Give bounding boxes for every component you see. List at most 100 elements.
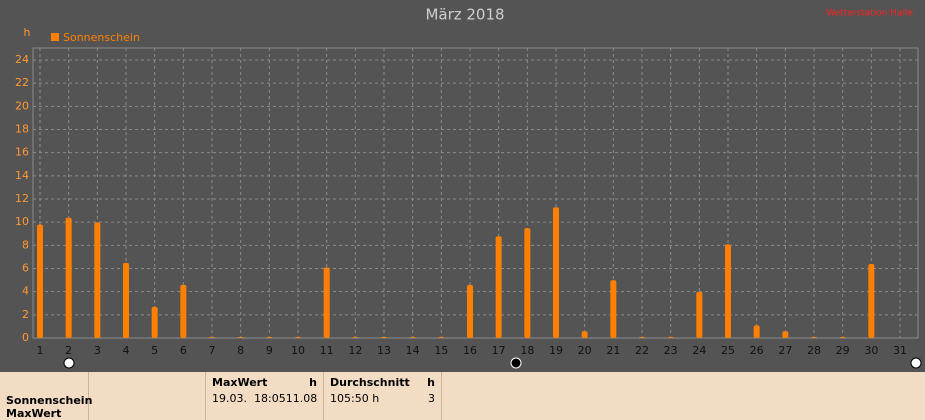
y-tick-label: 12 [15, 192, 29, 205]
x-tick-label: 17 [492, 344, 506, 357]
info-panel: Sonnenschein MaxWert MaxWert h 19.03. 18:… [0, 372, 925, 420]
x-tick-label: 3 [94, 344, 101, 357]
moon-icon [63, 357, 75, 369]
bar [266, 337, 273, 338]
bar [524, 228, 531, 338]
x-tick-label: 26 [750, 344, 764, 357]
bar [495, 236, 502, 338]
x-tick-label: 20 [578, 344, 592, 357]
max-date: 19.03. [212, 392, 247, 405]
x-tick-label: 14 [406, 344, 420, 357]
x-tick-label: 4 [123, 344, 130, 357]
bar [839, 337, 846, 338]
y-tick-label: 0 [22, 331, 29, 344]
station-name: Wetterstation Halle [826, 9, 913, 19]
bar [581, 331, 588, 338]
y-tick-label: 14 [15, 169, 29, 182]
x-tick-label: 23 [664, 344, 678, 357]
x-tick-label: 9 [266, 344, 273, 357]
bar [667, 337, 674, 338]
y-tick-label: 20 [15, 99, 29, 112]
moon-icon [910, 357, 922, 369]
empty-cell [89, 372, 206, 420]
bar [123, 262, 129, 338]
legend-swatch [51, 33, 59, 41]
x-tick-label: 21 [606, 344, 620, 357]
bar [381, 337, 387, 338]
x-tick-label: 16 [463, 344, 477, 357]
bar [610, 280, 617, 338]
max-title: MaxWert [212, 376, 268, 389]
bar [295, 337, 301, 338]
bar [209, 337, 215, 338]
x-tick-label: 19 [549, 344, 563, 357]
bar [438, 337, 445, 338]
bar [467, 284, 473, 338]
bar [753, 325, 760, 338]
bar [553, 207, 559, 338]
x-tick-label: 31 [893, 344, 907, 357]
y-tick-label: 10 [15, 215, 29, 228]
x-tick-label: 22 [635, 344, 649, 357]
x-tick-label: 25 [721, 344, 735, 357]
bar [639, 337, 645, 338]
moon-icon [510, 357, 522, 369]
row-labels: Sonnenschein MaxWert [0, 372, 93, 420]
x-tick-label: 1 [37, 344, 44, 357]
x-tick-label: 18 [520, 344, 534, 357]
x-tick-label: 7 [209, 344, 216, 357]
x-tick-label: 6 [180, 344, 187, 357]
bar [37, 224, 43, 338]
bar [151, 306, 158, 338]
bar [94, 222, 101, 338]
x-tick-label: 11 [320, 344, 334, 357]
bar [65, 217, 72, 338]
row-label: Sonnenschein [6, 394, 93, 407]
bar [409, 337, 416, 338]
bar [180, 284, 187, 338]
x-tick-label: 8 [237, 344, 244, 357]
y-tick-label: 4 [22, 285, 29, 298]
max-value: 11.08 [285, 392, 318, 405]
x-tick-label: 28 [807, 344, 821, 357]
y-tick-label: 16 [15, 146, 29, 159]
bar [811, 337, 817, 338]
x-tick-label: 10 [291, 344, 305, 357]
max-unit: h [309, 376, 317, 389]
max-time: 18:05 [254, 392, 286, 405]
y-axis-label: h [24, 26, 31, 39]
max-cell: MaxWert h 19.03. 18:05 11.08 [206, 372, 324, 420]
x-tick-label: 12 [348, 344, 362, 357]
avg-value: 105:50 h [330, 392, 380, 405]
x-tick-label: 2 [65, 344, 72, 357]
y-tick-label: 22 [15, 76, 29, 89]
bar [725, 244, 731, 338]
bar [323, 267, 330, 338]
chart-title: März 2018 [425, 6, 504, 24]
y-tick-label: 24 [15, 53, 29, 66]
x-tick-label: 29 [836, 344, 850, 357]
x-tick-label: 27 [778, 344, 792, 357]
x-tick-label: 5 [151, 344, 158, 357]
avg-count: 3 [428, 392, 435, 405]
bar [868, 264, 875, 338]
x-tick-label: 15 [434, 344, 448, 357]
y-tick-label: 2 [22, 308, 29, 321]
y-tick-label: 8 [22, 238, 29, 251]
chart: März 2018 Wetterstation Halle h 02468101… [15, 6, 922, 369]
avg-unit: h [427, 376, 435, 389]
bar [352, 337, 359, 338]
y-tick-label: 6 [22, 262, 29, 275]
bar [782, 331, 789, 338]
row-label: MaxWert [6, 407, 62, 420]
y-tick-label: 18 [15, 123, 29, 136]
x-tick-label: 24 [692, 344, 706, 357]
x-tick-label: 30 [864, 344, 878, 357]
bar [237, 337, 244, 338]
legend-label: Sonnenschein [63, 31, 140, 44]
plot-frame [32, 47, 919, 339]
bar [696, 291, 703, 338]
x-tick-label: 13 [377, 344, 391, 357]
avg-cell: Durchschnitt h 105:50 h 3 [324, 372, 442, 420]
